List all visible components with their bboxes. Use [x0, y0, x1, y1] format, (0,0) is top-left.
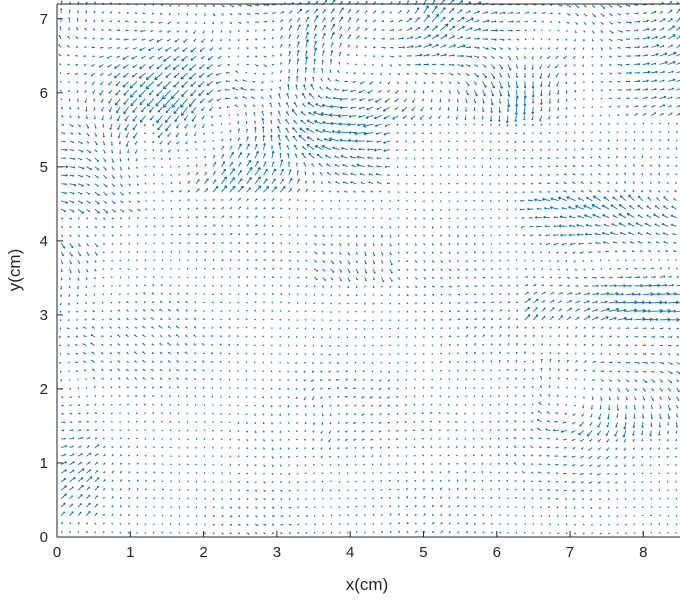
vector-field	[58, 0, 680, 535]
y-tick-label: 6	[40, 85, 48, 102]
x-tick-label: 6	[493, 544, 501, 561]
y-tick-label: 1	[40, 455, 48, 472]
axes-frame	[56, 3, 680, 538]
x-tick-label: 4	[346, 544, 354, 561]
x-tick-label: 5	[419, 544, 427, 561]
x-axis-label: x(cm)	[346, 575, 388, 594]
x-tick-label: 2	[199, 544, 207, 561]
y-tick-label: 2	[40, 381, 48, 398]
y-tick-label: 3	[40, 307, 48, 324]
x-ticks: 0 1 2 3 4 5 6 7 8	[53, 531, 648, 561]
y-tick-label: 4	[40, 233, 48, 250]
y-ticks: 0 1 2 3 4 5 6 7	[40, 11, 63, 546]
y-tick-label: 7	[40, 11, 48, 28]
x-tick-label: 8	[639, 544, 647, 561]
y-axis-label: y(cm)	[5, 249, 24, 291]
x-tick-label: 0	[53, 544, 61, 561]
x-tick-label: 7	[566, 544, 574, 561]
velocity-arrows	[58, 0, 680, 535]
y-tick-label: 5	[40, 159, 48, 176]
y-tick-label: 0	[40, 529, 48, 546]
x-tick-label: 1	[126, 544, 134, 561]
x-tick-label: 3	[273, 544, 281, 561]
